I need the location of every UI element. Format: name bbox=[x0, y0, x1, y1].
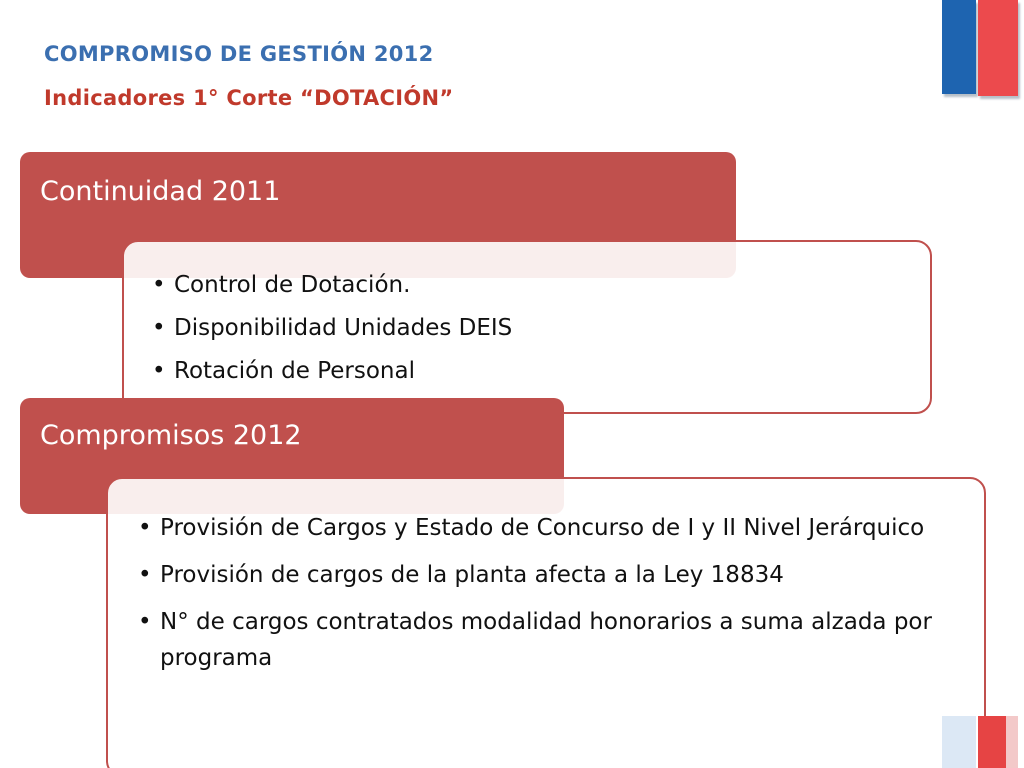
flag-decoration-bottom bbox=[942, 716, 1018, 768]
section-content-compromisos: Provisión de Cargos y Estado de Concurso… bbox=[106, 477, 986, 768]
section-header-label: Continuidad 2011 bbox=[40, 176, 281, 207]
list-item: Rotación de Personal bbox=[148, 355, 512, 387]
slide-title: COMPROMISO DE GESTIÓN 2012 bbox=[44, 42, 434, 66]
list-item: Provisión de Cargos y Estado de Concurso… bbox=[134, 510, 954, 546]
list-item: Provisión de cargos de la planta afecta … bbox=[134, 557, 954, 593]
flag-red-stripe bbox=[978, 0, 1018, 96]
section-content-continuidad: Control de Dotación. Disponibilidad Unid… bbox=[122, 240, 932, 414]
flag-decoration-top bbox=[942, 0, 1018, 98]
flag-light-stripe bbox=[942, 716, 976, 768]
bullet-list: Control de Dotación. Disponibilidad Unid… bbox=[148, 269, 512, 398]
list-item: Control de Dotación. bbox=[148, 269, 512, 301]
slide-subtitle: Indicadores 1° Corte “DOTACIÓN” bbox=[44, 86, 454, 110]
list-item: N° de cargos contratados modalidad honor… bbox=[134, 604, 954, 676]
section-header-label: Compromisos 2012 bbox=[40, 420, 302, 451]
flag-red-stripe bbox=[978, 716, 1018, 768]
list-item: Disponibilidad Unidades DEIS bbox=[148, 312, 512, 344]
bullet-list: Provisión de Cargos y Estado de Concurso… bbox=[134, 510, 954, 687]
flag-blue-stripe bbox=[942, 0, 976, 94]
